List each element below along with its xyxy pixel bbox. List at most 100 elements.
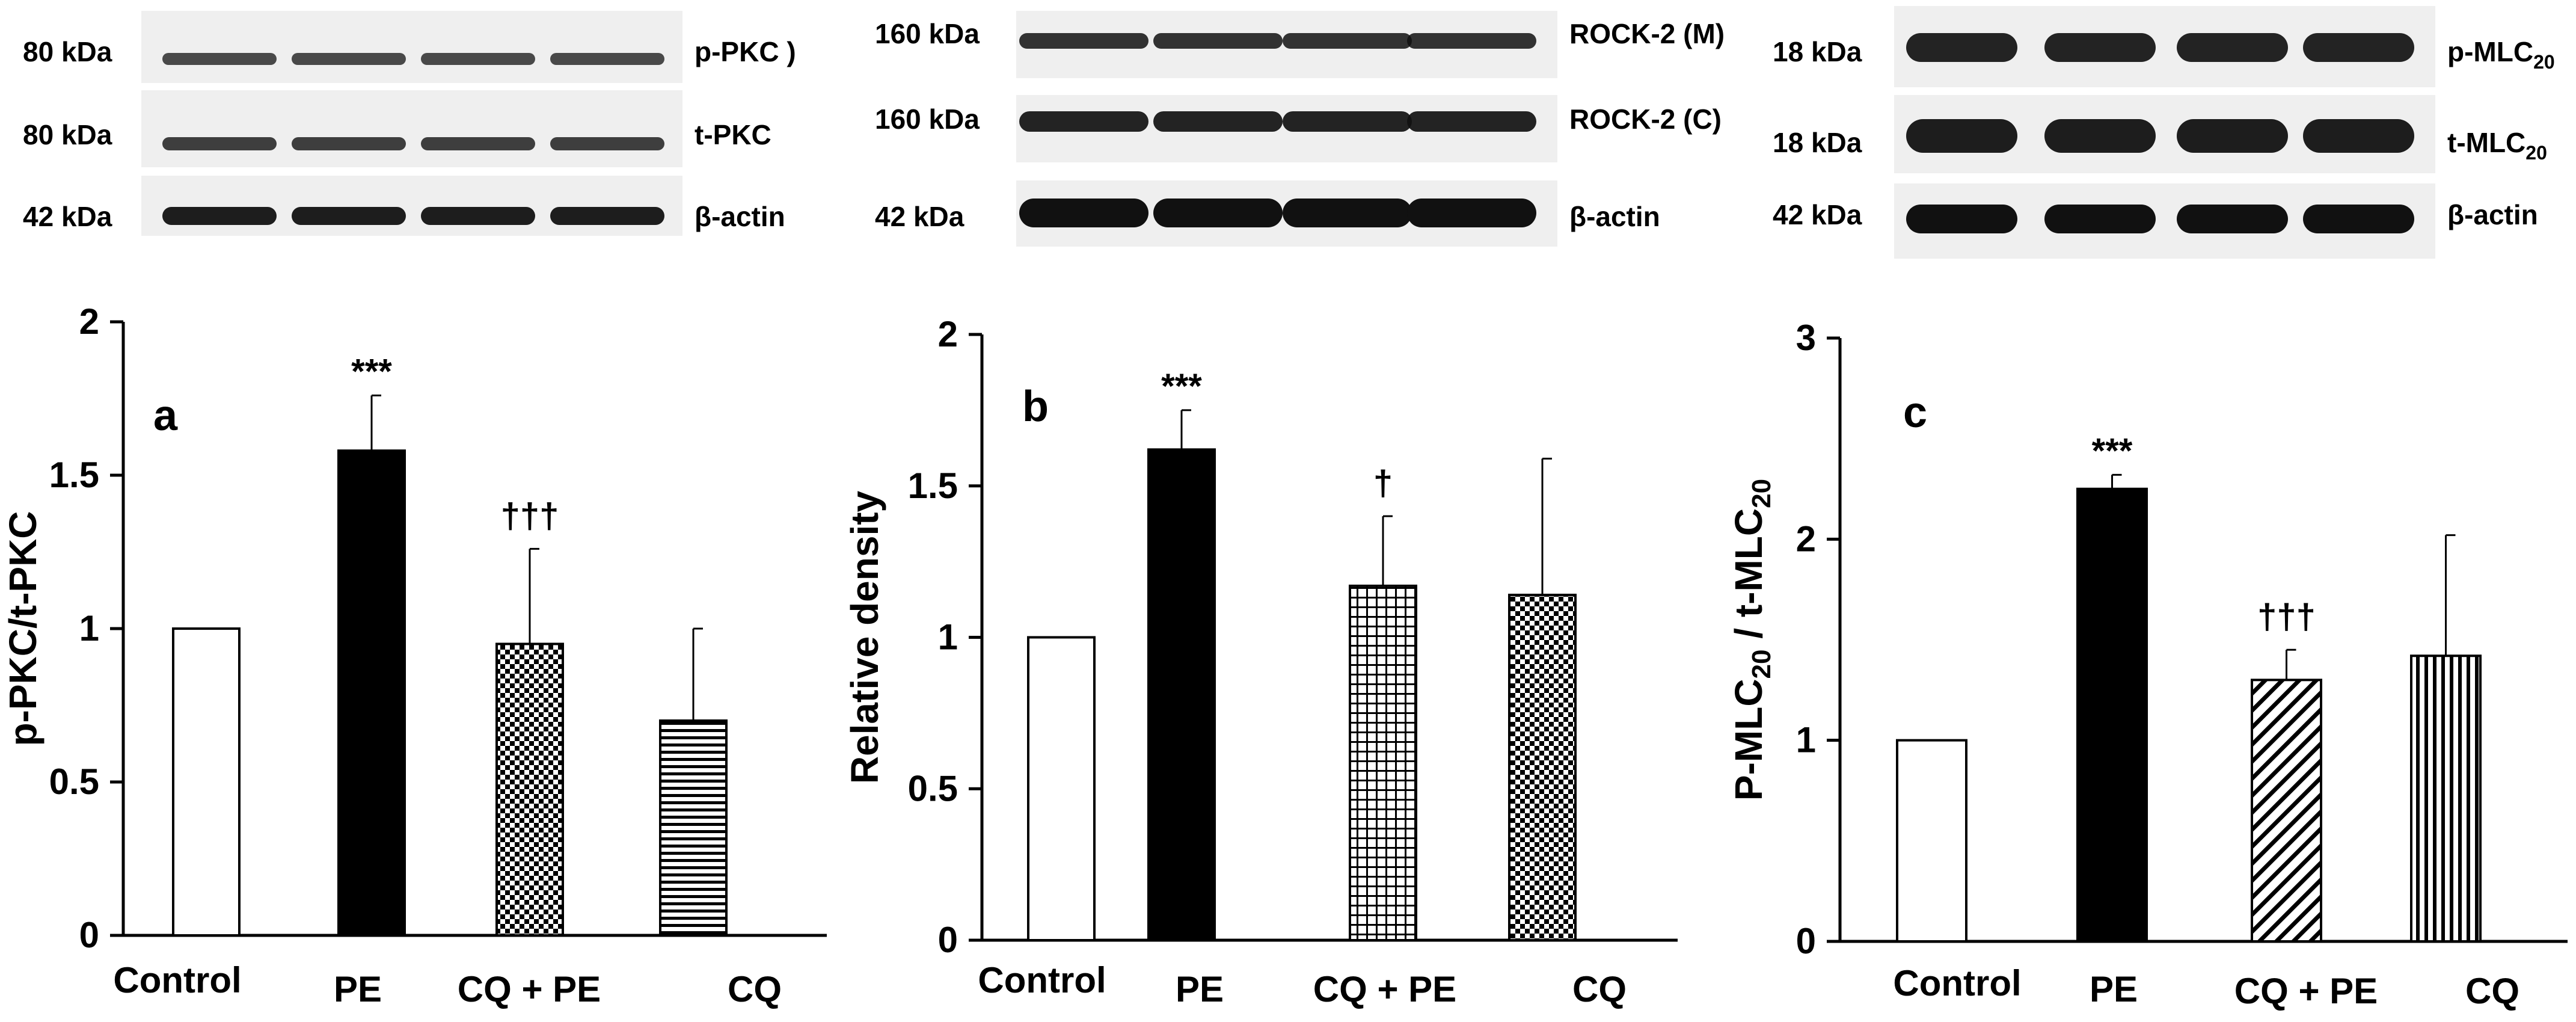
y-axis-label: Relative density — [843, 490, 886, 784]
blot-panel-1: 80 kDa p-PKC ) 80 kDa t-PKC 42 kDa β-actin — [23, 11, 796, 236]
molecular-weight-label: 18 kDa — [1773, 127, 1862, 158]
y-tick-label: 1 — [79, 608, 99, 648]
bar-cq-pe — [495, 642, 564, 937]
molecular-weight-label: 42 kDa — [1773, 199, 1862, 230]
molecular-weight-label: 160 kDa — [875, 18, 980, 49]
significance-marker: † — [1373, 464, 1393, 503]
protein-label: ROCK-2 (M) — [1569, 18, 1725, 49]
y-tick-label: 2 — [1796, 519, 1816, 559]
panel-letter: a — [153, 392, 178, 440]
bar-cq — [2410, 654, 2482, 943]
protein-label: β-actin — [695, 201, 785, 232]
y-tick-label: 0 — [1796, 921, 1816, 961]
y-tick-label: 0.5 — [908, 768, 958, 808]
protein-label: t-PKC — [695, 119, 771, 150]
blot-panel-2: 160 kDa ROCK-2 (M) 160 kDa ROCK-2 (C) 42 kDa… — [875, 11, 1725, 247]
blot-band — [162, 207, 277, 225]
blot-band — [292, 207, 406, 225]
molecular-weight-label: 80 kDa — [23, 36, 112, 67]
panel-letter: c — [1903, 389, 1927, 437]
blot-band — [1019, 111, 1148, 132]
blot-strip — [141, 11, 682, 83]
category-label: CQ + PE — [1313, 969, 1456, 1009]
blot-band — [292, 53, 406, 65]
blot-band — [1906, 205, 2017, 233]
blot-band — [292, 137, 406, 150]
panel-letter: b — [1022, 383, 1049, 431]
blot-band — [1019, 199, 1148, 227]
blot-band — [550, 137, 664, 150]
blot-band — [1407, 199, 1536, 227]
significance-marker: *** — [2092, 431, 2133, 470]
blot-band — [2177, 205, 2288, 233]
category-label: CQ — [2465, 971, 2519, 1011]
bar-charts: 0 0.5 1 1.5 2 Control *** PE ††† CQ + PE CQ a p-PKC/… — [1, 301, 2568, 1011]
blot-band — [1906, 33, 2017, 62]
blot-band — [1283, 199, 1412, 227]
blot-band — [2044, 33, 2156, 62]
category-label: Control — [113, 960, 241, 1000]
blot-band — [2177, 33, 2288, 62]
blot-band — [421, 53, 535, 65]
blot-band — [1283, 33, 1412, 49]
y-tick-label: 0 — [938, 920, 958, 960]
y-tick-label: 0.5 — [49, 762, 99, 802]
blot-band — [1283, 111, 1412, 132]
category-label: CQ + PE — [458, 969, 601, 1009]
y-tick-label: 1 — [1796, 720, 1816, 760]
blot-band — [1407, 33, 1536, 49]
protein-label: β-actin — [2447, 199, 2538, 230]
y-tick-label: 1.5 — [49, 455, 99, 495]
bar-control — [1027, 636, 1096, 941]
category-label: PE — [2090, 969, 2138, 1009]
category-label: CQ + PE — [2234, 971, 2378, 1011]
blot-band — [421, 137, 535, 150]
blot-band — [1153, 199, 1283, 227]
blot-band — [2044, 119, 2156, 153]
protein-label: p-MLC20 — [2447, 36, 2555, 73]
molecular-weight-label: 42 kDa — [875, 201, 964, 232]
blot-strip — [141, 176, 682, 236]
bar-control — [172, 627, 241, 937]
blot-band — [1153, 111, 1283, 132]
significance-marker: *** — [1161, 367, 1202, 406]
blot-band — [2303, 119, 2414, 153]
chart-b: 0 0.5 1 1.5 2 Control *** PE † CQ + PE CQ b Relative… — [843, 314, 1678, 1009]
category-label: PE — [334, 969, 382, 1009]
molecular-weight-label: 160 kDa — [875, 103, 980, 135]
significance-marker: ††† — [501, 496, 559, 535]
protein-label: t-MLC20 — [2447, 127, 2547, 164]
protein-label: ROCK-2 (C) — [1569, 103, 1722, 135]
blot-band — [1153, 33, 1283, 49]
significance-marker: ††† — [2257, 597, 2316, 636]
protein-label: p-PKC ) — [695, 36, 796, 67]
blot-band — [550, 207, 664, 225]
molecular-weight-label: 18 kDa — [1773, 36, 1862, 67]
bar-cq — [659, 719, 728, 937]
bar-control — [1896, 739, 1967, 943]
blot-band — [550, 53, 664, 65]
blot-strip — [141, 90, 682, 167]
y-tick-label: 3 — [1796, 318, 1816, 358]
significance-marker: *** — [351, 352, 392, 391]
bar-pe — [2076, 487, 2148, 943]
y-tick-label: 1 — [938, 617, 958, 657]
bar-pe — [337, 449, 406, 937]
y-tick-label: 1.5 — [908, 466, 958, 506]
blot-band — [162, 137, 277, 150]
category-label: CQ — [728, 969, 782, 1009]
blot-band — [2303, 205, 2414, 233]
category-label: Control — [978, 960, 1106, 1000]
y-axis-label: P-MLC20 / t-MLC20 — [1727, 479, 1776, 801]
y-tick-label: 0 — [79, 915, 99, 955]
blot-band — [2177, 119, 2288, 153]
blot-band — [162, 53, 277, 65]
protein-label: β-actin — [1569, 201, 1660, 232]
bar-pe — [1147, 448, 1216, 941]
category-label: PE — [1176, 969, 1224, 1009]
blot-band — [1019, 33, 1148, 49]
category-label: CQ — [1572, 969, 1627, 1009]
molecular-weight-label: 42 kDa — [23, 201, 112, 232]
